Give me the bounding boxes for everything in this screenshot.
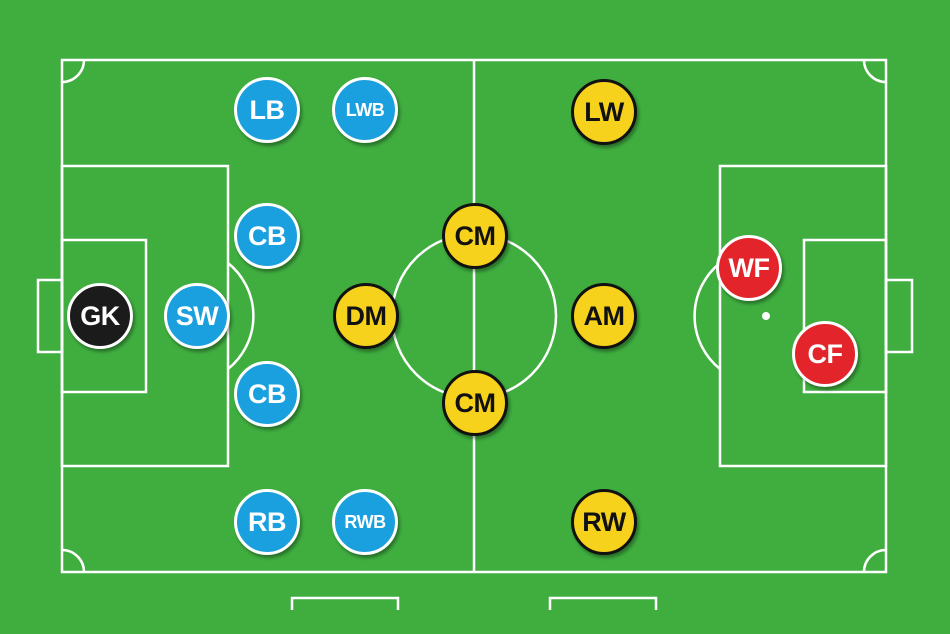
right-penalty-spot	[762, 312, 770, 320]
corner-arc-bottom-right	[862, 548, 887, 573]
corner-arc-top-left	[61, 59, 86, 84]
position-rwb: RWB	[332, 489, 398, 555]
position-cm-bottom: CM	[442, 370, 508, 436]
corner-arc-top-right	[862, 59, 887, 84]
position-cm-top: CM	[442, 203, 508, 269]
position-cb-top: CB	[234, 203, 300, 269]
position-lb: LB	[234, 77, 300, 143]
bottom-marking-left	[290, 596, 400, 610]
position-am: AM	[571, 283, 637, 349]
position-sw: SW	[164, 283, 230, 349]
position-cf: CF	[792, 321, 858, 387]
position-gk: GK	[67, 283, 133, 349]
bottom-marking-right	[548, 596, 658, 610]
position-rb: RB	[234, 489, 300, 555]
position-rw: RW	[571, 489, 637, 555]
position-cb-bottom: CB	[234, 361, 300, 427]
right-goal	[884, 278, 914, 354]
position-lw: LW	[571, 79, 637, 145]
left-penalty-arc	[227, 262, 255, 370]
position-lwb: LWB	[332, 77, 398, 143]
position-wf: WF	[716, 235, 782, 301]
right-penalty-arc	[693, 262, 721, 370]
left-goal	[36, 278, 64, 354]
corner-arc-bottom-left	[61, 548, 86, 573]
position-dm: DM	[333, 283, 399, 349]
